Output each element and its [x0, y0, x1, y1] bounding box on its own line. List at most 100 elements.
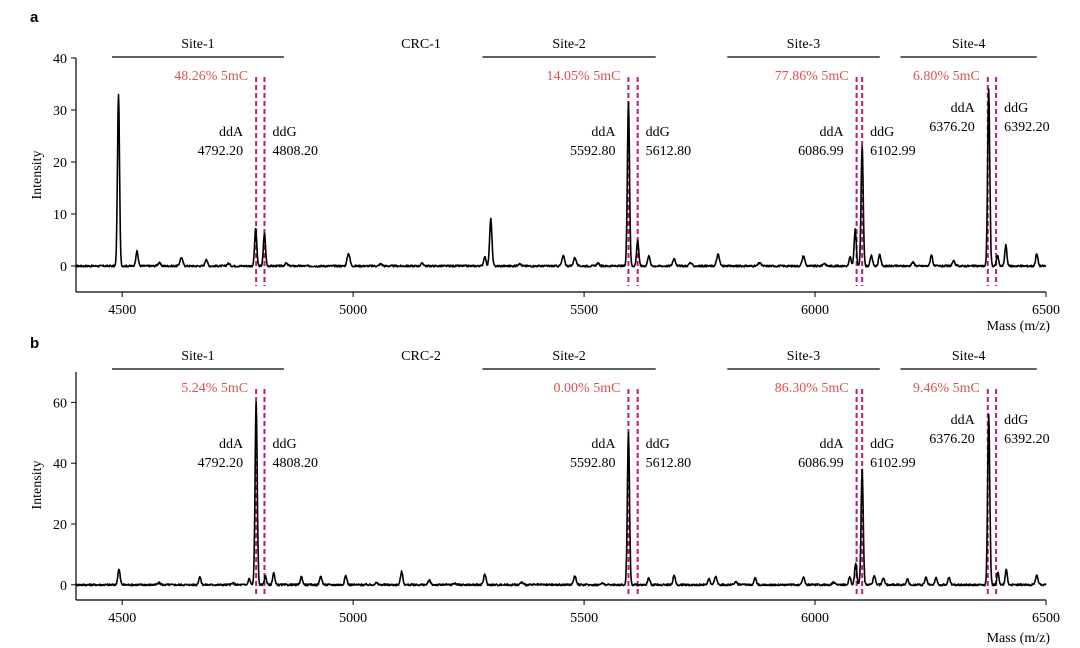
peak-apex: [1035, 574, 1038, 576]
methylation-label: 9.46% 5mC: [913, 381, 980, 396]
peak-apex: [118, 568, 120, 571]
peak-apex: [1035, 253, 1038, 255]
ddG-mass: 6392.20: [1004, 120, 1050, 135]
y-tick-label: 0: [60, 579, 67, 594]
ddG-label: ddG: [272, 437, 296, 452]
ddA-label: ddA: [591, 125, 616, 140]
peak-apex: [708, 577, 710, 580]
peak-apex: [272, 571, 275, 574]
peak-apex: [873, 574, 875, 577]
peak-apex: [714, 575, 717, 578]
peak-apex: [882, 577, 885, 579]
ddG-mass: 4808.20: [272, 456, 318, 471]
spectrum-trace: [75, 88, 1047, 268]
spectrum-trace: [75, 401, 1047, 587]
peak-apex: [627, 101, 630, 103]
y-axis-label: Intensity: [30, 151, 45, 200]
ddA-mass: 4792.20: [198, 456, 244, 471]
y-tick-label: 30: [53, 104, 67, 119]
peak-apex: [952, 260, 955, 263]
site-name: Site-2: [552, 37, 585, 52]
peak-apex: [320, 575, 322, 578]
x-axis-label: Mass (m/z): [987, 631, 1051, 646]
peak-apex: [285, 262, 287, 265]
peak-apex: [930, 254, 933, 256]
y-tick-label: 0: [60, 260, 67, 275]
x-axis-label: Mass (m/z): [987, 319, 1051, 334]
peak-apex: [574, 256, 576, 259]
peak-apex: [254, 227, 257, 230]
panel-a: a 0 10 20 30 40 4500 5000 5500 6000 6500 Intensity M…: [30, 9, 1060, 334]
x-tick-label: 6500: [1032, 303, 1060, 318]
peak-apex: [997, 571, 999, 574]
peak-apex: [854, 228, 857, 231]
peak-apex: [227, 262, 230, 265]
peak-apex: [180, 256, 183, 259]
peak-apex: [996, 254, 999, 257]
site-name: Site-3: [787, 349, 820, 364]
ddA-mass: 6086.99: [798, 144, 844, 159]
y-tick-label: 40: [53, 457, 67, 472]
ddG-mass: 5612.80: [646, 456, 692, 471]
peak-apex: [601, 582, 604, 585]
peak-apex: [375, 582, 378, 584]
ddA-mass: 5592.80: [570, 144, 616, 159]
peak-apex: [205, 258, 208, 261]
peak-apex: [344, 574, 347, 577]
peak-apex: [627, 432, 630, 434]
peak-apex: [380, 263, 382, 265]
x-tick-label: 6500: [1032, 611, 1060, 626]
site-1: Site-1 ddA 4792.20 ddG 4808.20: [112, 37, 318, 286]
peak-apex: [948, 577, 950, 579]
site-2: Site-2 ddA 5592.80 ddG 5612.80: [482, 349, 691, 594]
peak-apex: [935, 577, 937, 579]
peak-apex: [232, 582, 234, 585]
y-tick-label: 20: [53, 518, 67, 533]
methylation-label: 6.80% 5mC: [913, 69, 980, 84]
peak-apex: [849, 256, 851, 258]
peak-apex: [754, 576, 756, 579]
ddA-mass: 6376.20: [929, 120, 975, 135]
ddA-label: ddA: [951, 101, 976, 116]
panel-label: b: [30, 335, 39, 352]
peak-apex: [483, 255, 486, 258]
methylation-label: 5.24% 5mC: [181, 381, 248, 396]
site-name: Site-3: [787, 37, 820, 52]
peak-apex: [823, 262, 826, 265]
peak-apex: [483, 573, 486, 575]
panel-b: b 0 20 40 60 4500 5000 5500 6000 6500 Intensity Mas…: [30, 335, 1060, 646]
ddA-label: ddA: [951, 413, 976, 428]
peak-apex: [248, 577, 251, 580]
peak-apex: [802, 576, 805, 578]
peak-apex: [870, 254, 873, 257]
peak-apex: [925, 576, 927, 579]
x-tick-label: 5500: [570, 303, 598, 318]
peak-apex: [400, 570, 403, 573]
site-name: Site-1: [181, 37, 214, 52]
peak-apex: [574, 575, 576, 578]
ddA-mass: 5592.80: [570, 456, 616, 471]
peak-apex: [878, 253, 881, 256]
ddG-label: ddG: [646, 125, 670, 140]
ddG-label: ddG: [646, 437, 670, 452]
site-name: Site-4: [952, 37, 985, 52]
ddA-label: ddA: [819, 437, 844, 452]
ddA-label: ddA: [219, 437, 244, 452]
ddA-label: ddA: [591, 437, 616, 452]
ddG-mass: 5612.80: [646, 144, 692, 159]
peak-apex: [263, 232, 266, 235]
x-tick-label: 4500: [108, 611, 136, 626]
methylation-label: 86.30% 5mC: [775, 381, 849, 396]
panel-label: a: [30, 9, 39, 26]
peak-apex: [1005, 244, 1007, 246]
y-tick-label: 60: [53, 396, 67, 411]
peak-apex: [987, 88, 990, 90]
peak-apex: [987, 413, 990, 416]
ddG-mass: 4808.20: [272, 144, 318, 159]
site-2: Site-2 ddA 5592.80 ddG 5612.80: [482, 37, 691, 286]
site-3: Site-3 ddA 6086.99 ddG 6102.99: [727, 349, 916, 594]
ddA-label: ddA: [819, 125, 844, 140]
ddA-mass: 4792.20: [198, 144, 244, 159]
ddG-mass: 6392.20: [1004, 432, 1050, 447]
